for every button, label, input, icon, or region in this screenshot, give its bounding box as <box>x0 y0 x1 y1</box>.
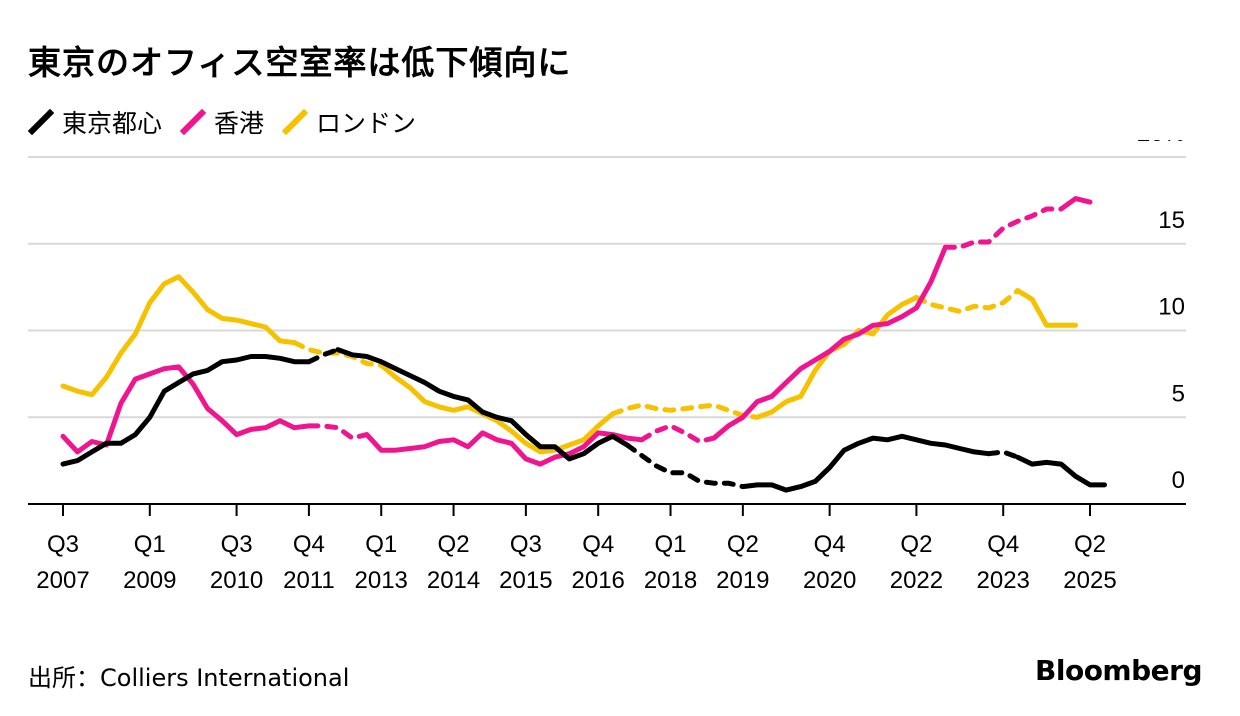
series-line-hongkong <box>364 430 645 467</box>
series-line-hongkong <box>711 244 948 441</box>
x-tick-label: Q2 <box>1074 531 1106 558</box>
legend-item-hongkong: 香港 <box>180 104 264 140</box>
y-tick-label: 5 <box>1172 380 1185 407</box>
legend-item-tokyo: 東京都心 <box>28 104 162 140</box>
series-line-hongkong <box>639 423 717 444</box>
x-tick-label: Q1 <box>365 531 397 558</box>
series-line-london <box>913 288 1021 314</box>
chart-title: 東京のオフィス空室率は低下傾向に <box>28 43 572 82</box>
x-tick-label: Q3 <box>510 531 542 558</box>
x-tick-label: 2014 <box>427 567 480 594</box>
x-tick-label: 2009 <box>123 567 176 594</box>
series-line-tokyo <box>335 347 630 462</box>
x-tick-label: 2010 <box>210 567 263 594</box>
legend-swatch-hongkong <box>180 109 207 135</box>
series-line-tokyo <box>60 354 312 467</box>
y-tick-label: 0 <box>1172 467 1185 494</box>
x-tick-label: 2007 <box>36 567 89 594</box>
series-line-london <box>610 402 760 420</box>
bloomberg-logo: Bloomberg <box>1035 654 1202 687</box>
x-tick-label: 2018 <box>644 567 697 594</box>
series-line-tokyo <box>740 433 992 493</box>
line-chart: 0 5 10 15 20% Q3 2007 Q1 2009 Q3 2010 Q4 2011 Q1 2013 Q… <box>28 140 1186 594</box>
series-line-hongkong <box>306 423 370 441</box>
legend-item-london: ロンドン <box>282 104 416 140</box>
series-line-london <box>60 274 297 398</box>
x-tick-label: Q4 <box>582 531 614 558</box>
series-line-tokyo <box>1015 454 1107 488</box>
x-tick-label: Q2 <box>438 531 470 558</box>
x-tick-label: Q4 <box>814 531 846 558</box>
series-line-hongkong <box>1058 196 1093 212</box>
series-line-london <box>378 362 616 455</box>
y-tick-label: 15 <box>1158 207 1185 234</box>
legend-label-london: ロンドン <box>316 109 417 138</box>
x-tick-label: 2025 <box>1063 567 1116 594</box>
legend-swatch-london <box>282 109 309 135</box>
x-tick-label: Q1 <box>134 531 166 558</box>
x-tick-label: Q3 <box>47 531 79 558</box>
y-tick-label: 20% <box>1137 140 1185 147</box>
x-tick-label: Q2 <box>900 531 932 558</box>
x-tick-label: 2016 <box>572 567 625 594</box>
legend-label-hongkong: 香港 <box>214 109 265 138</box>
series-line-london <box>291 340 384 368</box>
x-tick-label: Q1 <box>655 531 687 558</box>
series-line-london <box>754 295 919 420</box>
x-tick-label: Q2 <box>727 531 759 558</box>
x-tick-label: Q3 <box>221 531 253 558</box>
x-tick-label: 2015 <box>499 567 552 594</box>
source-note: 出所：Colliers International <box>28 664 350 692</box>
legend-swatch-tokyo <box>28 109 54 135</box>
legend-label-tokyo: 東京都心 <box>62 109 163 138</box>
x-tick-label: 2019 <box>716 567 769 594</box>
x-tick-label: 2011 <box>283 567 335 594</box>
series-line-london <box>1015 288 1078 328</box>
x-tick-label: 2013 <box>355 567 408 594</box>
x-tick-label: 2022 <box>890 567 943 594</box>
legend: 東京都心 香港 ロンドン <box>28 104 434 140</box>
x-tick-label: Q4 <box>293 531 325 558</box>
x-tick-label: 2020 <box>803 567 856 594</box>
x-tick-label: 2023 <box>977 567 1030 594</box>
x-tick-label: Q4 <box>987 531 1019 558</box>
series-line-tokyo <box>986 449 1021 460</box>
series-line-tokyo <box>624 442 746 490</box>
series-line-hongkong <box>942 206 1064 250</box>
series-line-tokyo <box>306 347 341 365</box>
y-tick-label: 10 <box>1158 294 1185 321</box>
